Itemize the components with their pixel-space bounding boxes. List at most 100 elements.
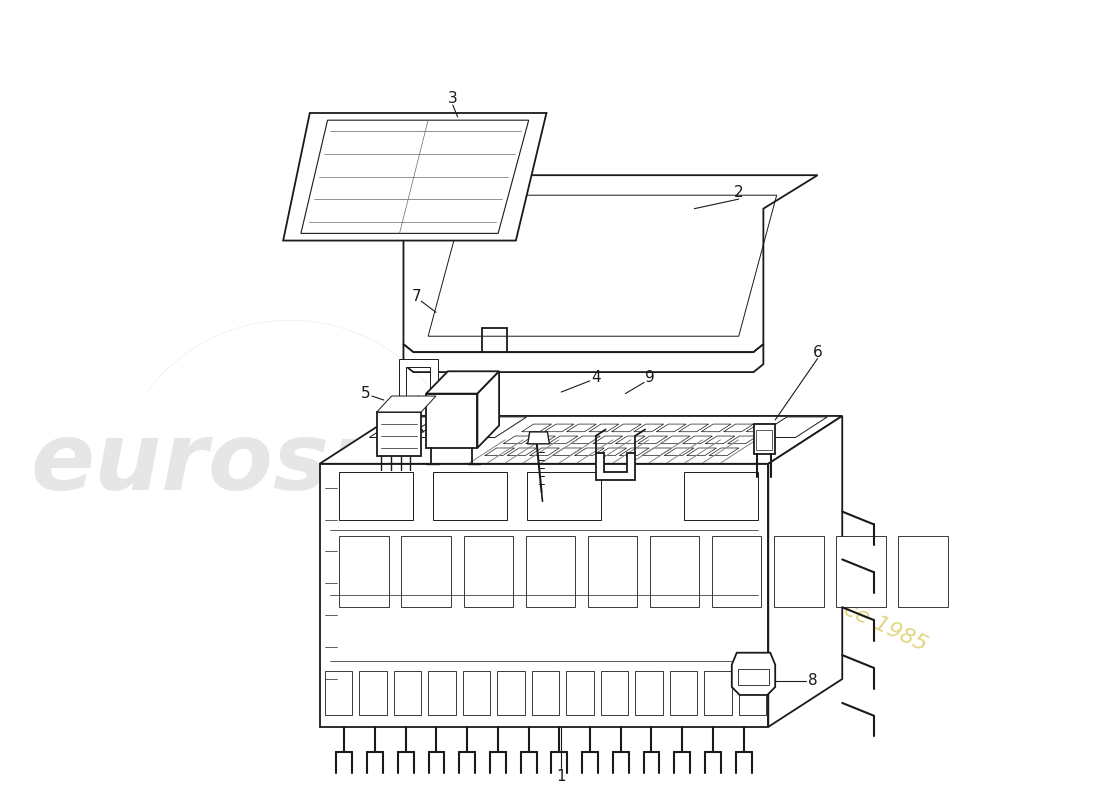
Polygon shape (402, 535, 451, 607)
Polygon shape (664, 448, 694, 456)
Polygon shape (426, 394, 477, 448)
Polygon shape (566, 424, 596, 432)
Polygon shape (649, 440, 685, 463)
Polygon shape (548, 436, 578, 444)
Polygon shape (704, 671, 732, 715)
Polygon shape (686, 448, 716, 456)
Polygon shape (527, 472, 601, 519)
Polygon shape (601, 671, 628, 715)
Polygon shape (638, 436, 668, 444)
Polygon shape (487, 440, 524, 463)
Polygon shape (724, 424, 754, 432)
Polygon shape (732, 653, 775, 695)
Polygon shape (521, 424, 551, 432)
Text: 1: 1 (557, 769, 566, 784)
Polygon shape (504, 436, 534, 444)
Polygon shape (459, 417, 527, 438)
Polygon shape (574, 448, 604, 456)
Polygon shape (593, 436, 623, 444)
Text: 3: 3 (448, 91, 458, 106)
Polygon shape (426, 371, 499, 394)
Polygon shape (359, 671, 387, 715)
Polygon shape (485, 448, 515, 456)
Polygon shape (394, 671, 421, 715)
Polygon shape (320, 416, 843, 464)
Polygon shape (526, 436, 556, 444)
Polygon shape (667, 440, 703, 463)
Polygon shape (755, 417, 827, 438)
Polygon shape (529, 448, 560, 456)
Polygon shape (836, 535, 886, 607)
Polygon shape (522, 440, 560, 463)
Polygon shape (559, 440, 595, 463)
Polygon shape (398, 358, 438, 396)
Polygon shape (670, 671, 697, 715)
Polygon shape (340, 472, 414, 519)
Polygon shape (571, 436, 601, 444)
Text: 6: 6 (813, 345, 823, 360)
Text: 4: 4 (591, 370, 601, 385)
Polygon shape (552, 448, 582, 456)
Polygon shape (470, 440, 506, 463)
Polygon shape (739, 671, 767, 715)
Polygon shape (619, 448, 649, 456)
Polygon shape (774, 535, 824, 607)
Polygon shape (377, 412, 421, 456)
Polygon shape (650, 535, 700, 607)
Polygon shape (340, 535, 388, 607)
Polygon shape (528, 432, 549, 444)
Polygon shape (683, 436, 713, 444)
Polygon shape (526, 535, 575, 607)
Polygon shape (634, 424, 663, 432)
Polygon shape (630, 440, 667, 463)
Text: eurospares: eurospares (31, 418, 628, 510)
Polygon shape (597, 448, 627, 456)
Polygon shape (596, 454, 635, 480)
Polygon shape (703, 440, 739, 463)
Polygon shape (566, 671, 594, 715)
Polygon shape (684, 472, 758, 519)
Polygon shape (705, 436, 735, 444)
Polygon shape (283, 113, 547, 241)
Text: 5: 5 (361, 386, 371, 401)
Polygon shape (428, 671, 455, 715)
Text: 2: 2 (734, 186, 744, 200)
Polygon shape (701, 424, 732, 432)
Polygon shape (612, 424, 641, 432)
Polygon shape (531, 671, 559, 715)
Polygon shape (477, 371, 499, 448)
Polygon shape (684, 440, 721, 463)
Polygon shape (660, 436, 690, 444)
Text: 9: 9 (645, 370, 654, 385)
Polygon shape (463, 535, 513, 607)
Text: 7: 7 (411, 289, 421, 304)
Polygon shape (727, 436, 757, 444)
Polygon shape (720, 440, 757, 463)
Polygon shape (679, 424, 708, 432)
Polygon shape (588, 424, 619, 432)
Polygon shape (433, 472, 507, 519)
Polygon shape (497, 671, 525, 715)
Polygon shape (587, 535, 637, 607)
Polygon shape (415, 417, 482, 438)
Text: 8: 8 (807, 673, 817, 688)
Polygon shape (613, 440, 649, 463)
Polygon shape (463, 671, 491, 715)
Polygon shape (641, 448, 672, 456)
Polygon shape (541, 440, 578, 463)
Polygon shape (899, 535, 948, 607)
Polygon shape (754, 424, 776, 454)
Polygon shape (404, 344, 763, 372)
Polygon shape (370, 417, 437, 438)
Polygon shape (505, 440, 541, 463)
Polygon shape (657, 424, 686, 432)
Polygon shape (615, 436, 646, 444)
Text: a passion for parts since 1985: a passion for parts since 1985 (617, 495, 930, 655)
Polygon shape (576, 440, 614, 463)
Polygon shape (544, 424, 574, 432)
Polygon shape (377, 396, 436, 412)
Polygon shape (595, 440, 631, 463)
Polygon shape (324, 671, 352, 715)
Polygon shape (768, 416, 843, 727)
Polygon shape (746, 424, 776, 432)
